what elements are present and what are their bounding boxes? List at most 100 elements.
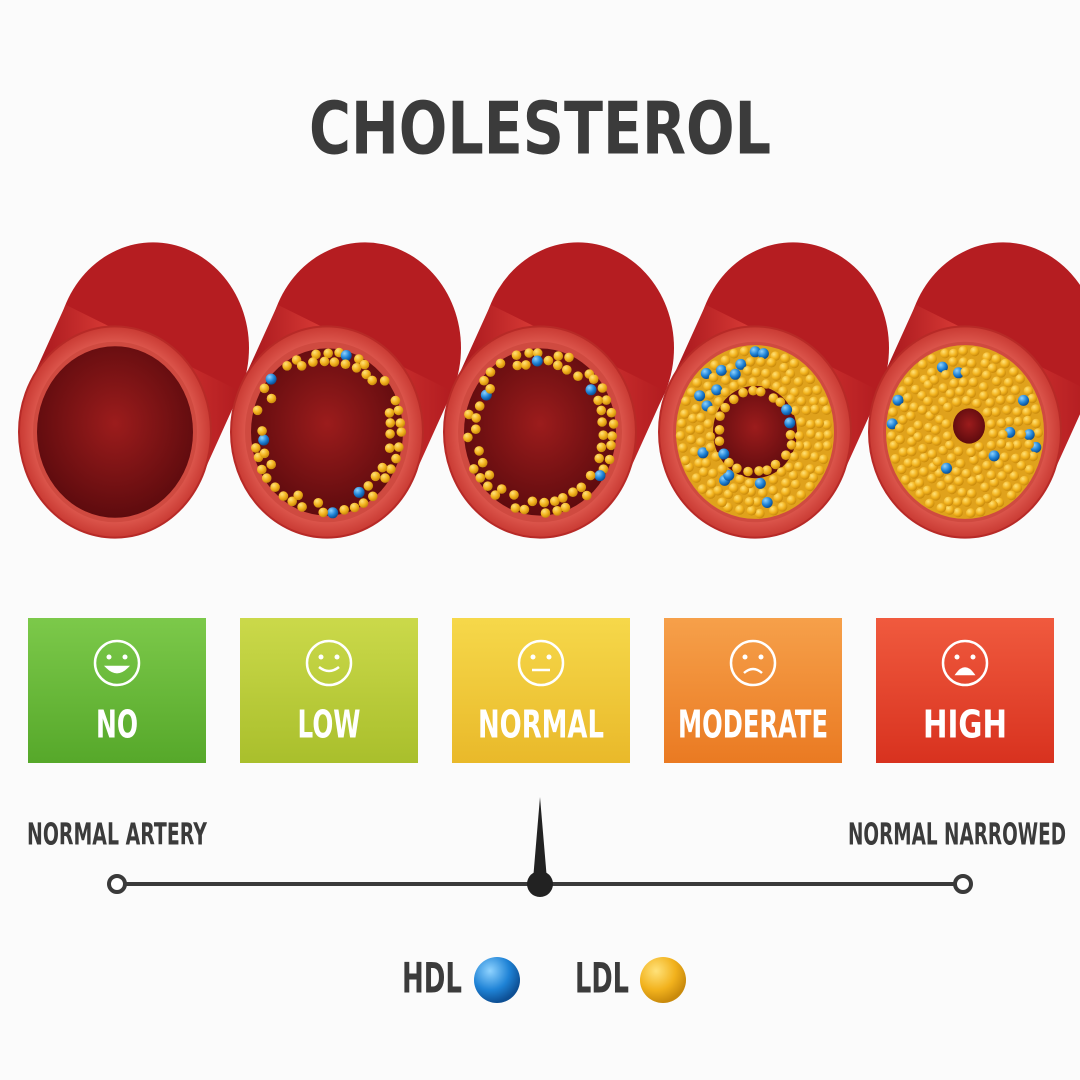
ldl-particle (680, 455, 691, 466)
ldl-particle (781, 487, 791, 497)
ldl-particle (259, 448, 270, 459)
title: CHOLESTEROL (309, 87, 771, 171)
ldl-particle (721, 375, 731, 385)
ldl-particle (994, 459, 1004, 470)
hdl-particle (697, 447, 709, 459)
ldl-particle (689, 446, 700, 457)
scale: NORMAL ARTERY NORMAL NARROWED (27, 797, 1066, 897)
ldl-particle (471, 424, 481, 435)
ldl-particle (720, 402, 730, 413)
ldl-particle (953, 507, 963, 518)
hdl-particle (761, 497, 773, 508)
ldl-particle (913, 420, 924, 431)
ldl-particle (957, 487, 968, 498)
ldl-particle (788, 470, 799, 481)
ldl-particle (786, 394, 796, 404)
ldl-particle (490, 490, 501, 500)
hdl-particle (715, 364, 727, 376)
ldl-particle (385, 418, 396, 428)
ldl-particle (945, 389, 956, 399)
ldl-particle (929, 375, 940, 385)
ldl-particle (714, 396, 724, 407)
ldl-particle (680, 409, 690, 419)
legend: HDL LDL (402, 954, 686, 1003)
face-outline (93, 639, 141, 687)
ldl-particle (509, 490, 519, 500)
ldl-particle (810, 404, 820, 415)
ldl-particle (1012, 483, 1023, 493)
levels: NO LOW NORMAL MODERATE HIGH (28, 618, 1054, 763)
ldl-particle (818, 454, 829, 465)
ldl-particle (479, 375, 489, 386)
ldl-particle (919, 452, 930, 463)
ldl-particle (562, 365, 572, 375)
ldl-particle (251, 443, 261, 453)
ldl-particle (396, 427, 407, 437)
ldl-particle (746, 505, 757, 516)
ldl-particle (463, 432, 473, 443)
ldl-particle (521, 360, 531, 370)
artery (658, 242, 889, 539)
ldl-particle (982, 407, 993, 418)
ldl-particle (377, 462, 388, 473)
lumen (713, 385, 797, 479)
ldl-particle (323, 348, 334, 359)
hdl-particle (754, 477, 766, 489)
ldl-particle (351, 363, 362, 373)
legend-swatch (640, 957, 686, 1003)
ldl-particle (601, 395, 612, 405)
ldl-particle (1027, 393, 1037, 404)
hdl-particle (749, 346, 761, 358)
ldl-particle (980, 482, 990, 493)
ldl-particle (898, 415, 908, 425)
ldl-particle (1009, 367, 1019, 377)
ldl-particle (728, 483, 739, 493)
ldl-particle (975, 506, 986, 517)
ldl-particle (495, 358, 506, 369)
ldl-particle (261, 473, 272, 483)
ldl-particle (800, 470, 810, 480)
ldl-particle (980, 358, 990, 369)
artery (868, 242, 1080, 539)
ldl-particle (801, 450, 811, 461)
ldl-particle (974, 442, 984, 452)
hdl-particle (735, 358, 747, 370)
ldl-particle (464, 409, 474, 420)
ldl-particle (789, 451, 800, 462)
hdl-particle (327, 507, 339, 519)
ldl-particle (991, 354, 1002, 364)
ldl-particle (796, 490, 806, 500)
ldl-particle (768, 505, 779, 516)
ldl-particle (706, 478, 717, 489)
ldl-particle (761, 379, 772, 389)
needle (533, 797, 547, 880)
ldl-particle (313, 498, 324, 508)
ldl-particle (781, 375, 792, 386)
level-box: HIGH (876, 618, 1054, 763)
ldl-particle (999, 452, 1010, 463)
hdl-particle (1018, 394, 1029, 406)
ldl-particle (293, 490, 304, 501)
ldl-particle (924, 434, 934, 445)
ldl-particle (564, 352, 574, 363)
ldl-particle (944, 505, 955, 515)
ldl-particle (1012, 407, 1023, 417)
ldl-particle (756, 357, 766, 367)
ldl-particle (524, 348, 534, 358)
ldl-particle (975, 497, 986, 507)
ldl-particle (582, 490, 592, 501)
ldl-particle (948, 357, 958, 367)
face-eye (758, 654, 764, 660)
ldl-particle (340, 359, 351, 370)
ldl-particle (917, 405, 928, 415)
ldl-particle (952, 497, 963, 507)
ldl-particle (986, 470, 997, 481)
ldl-particle (1012, 440, 1022, 450)
ldl-particle (552, 506, 562, 516)
ldl-particle (367, 375, 378, 386)
ldl-particle (814, 418, 824, 429)
ldl-particle (903, 393, 913, 403)
ldl-particle (607, 431, 617, 441)
ldl-particle (597, 417, 607, 427)
ldl-particle (808, 473, 819, 483)
